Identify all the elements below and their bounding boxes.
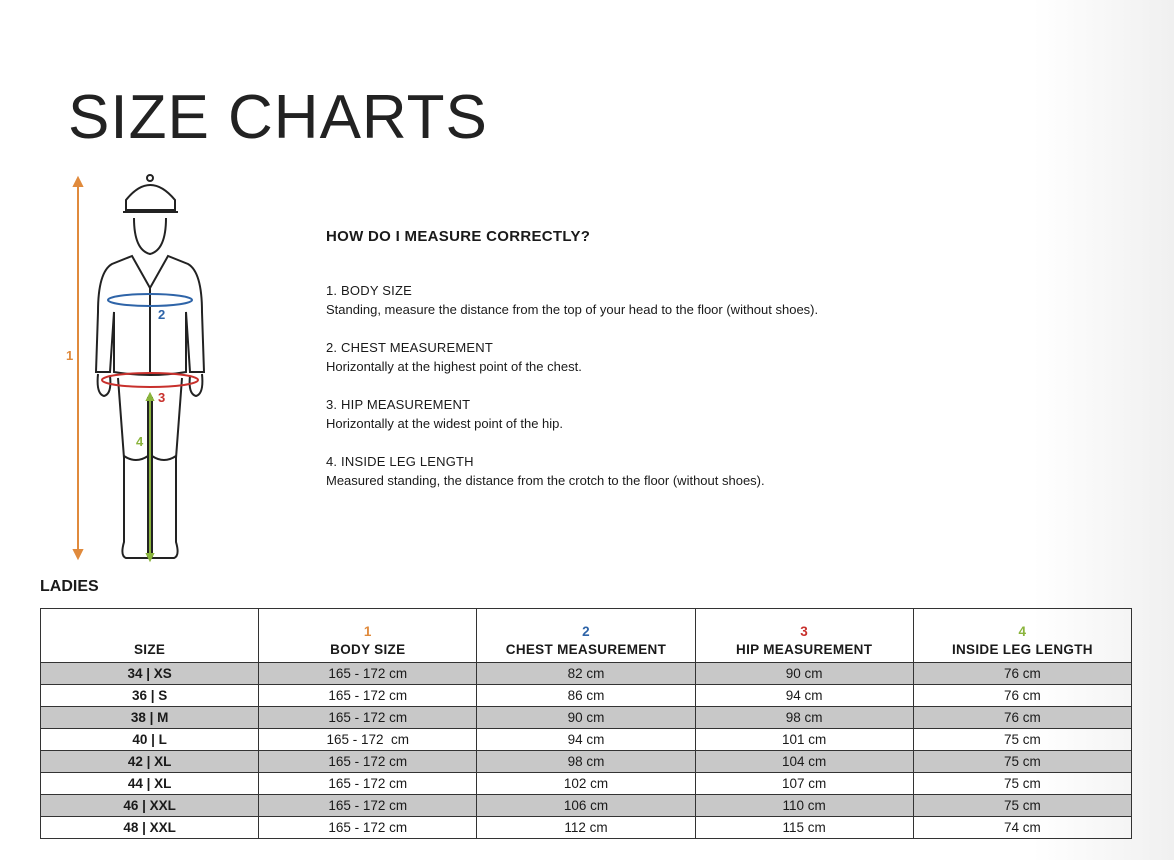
- label-1: 1: [66, 348, 73, 363]
- instructions-heading: HOW DO I MEASURE CORRECTLY?: [326, 228, 591, 245]
- table-cell: 165 - 172 cm: [258, 772, 478, 795]
- ladies-size-table: SIZE 1 BODY SIZE 2 CHEST MEASUREMENT 3 HIP MEA…: [39, 608, 1133, 839]
- table-cell: 75 cm: [912, 794, 1133, 817]
- table-row: 48 | XXL 165 - 172 cm 112 cm 115 cm 74 cm: [39, 816, 1133, 839]
- label-3: 3: [158, 390, 165, 405]
- step-body-size: 1. BODY SIZE Standing, measure the dista…: [326, 281, 1026, 319]
- table-cell: 165 - 172 cm: [258, 794, 478, 817]
- step-inside-leg: 4. INSIDE LEG LENGTH Measured standing, …: [326, 452, 1026, 490]
- column-header: 2 CHEST MEASUREMENT: [476, 608, 696, 663]
- step-title: 4. INSIDE LEG LENGTH: [326, 454, 474, 469]
- table-cell: 165 - 172 cm: [258, 662, 478, 685]
- step-text: Horizontally at the highest point of the…: [326, 359, 582, 374]
- table-cell: 165 - 172 cm: [258, 750, 478, 773]
- table-row: 36 | S 165 - 172 cm 86 cm 94 cm 76 cm: [39, 684, 1133, 707]
- table-cell: 75 cm: [912, 750, 1133, 773]
- step-text: Horizontally at the widest point of the …: [326, 416, 564, 431]
- body-size-arrow: [72, 175, 84, 561]
- label-2: 2: [158, 307, 165, 322]
- table-cell: 76 cm: [912, 662, 1133, 685]
- table-cell: 90 cm: [476, 706, 696, 729]
- column-header: SIZE: [39, 608, 260, 663]
- column-number: 1: [363, 624, 372, 639]
- column-label: SIZE: [133, 642, 166, 657]
- table-cell: 112 cm: [476, 816, 696, 839]
- table-row: 44 | XL 165 - 172 cm 102 cm 107 cm 75 cm: [39, 772, 1133, 795]
- section-title-ladies: LADIES: [40, 578, 99, 595]
- table-cell: 165 - 172 cm: [258, 816, 478, 839]
- step-text: Measured standing, the distance from the…: [326, 473, 765, 488]
- table-row: 46 | XXL 165 - 172 cm 106 cm 110 cm 75 cm: [39, 794, 1133, 817]
- table-cell: 165 - 172 cm: [258, 728, 478, 751]
- table-cell: 75 cm: [912, 772, 1133, 795]
- table-cell: 42 | XL: [39, 750, 260, 773]
- table-row: 38 | M 165 - 172 cm 90 cm 98 cm 76 cm: [39, 706, 1133, 729]
- table-cell: 98 cm: [476, 750, 696, 773]
- label-4: 4: [136, 434, 144, 449]
- table-cell: 46 | XXL: [39, 794, 260, 817]
- column-label: CHEST MEASUREMENT: [505, 642, 667, 657]
- step-chest: 2. CHEST MEASUREMENT Horizontally at the…: [326, 338, 1026, 376]
- column-label: INSIDE LEG LENGTH: [951, 642, 1093, 657]
- table-cell: 102 cm: [476, 772, 696, 795]
- column-label: BODY SIZE: [330, 642, 406, 657]
- column-header: 3 HIP MEASUREMENT: [694, 608, 914, 663]
- table-cell: 165 - 172 cm: [258, 684, 478, 707]
- hip-measure-icon: [101, 372, 199, 388]
- step-text: Standing, measure the distance from the …: [326, 302, 819, 317]
- table-cell: 44 | XL: [39, 772, 260, 795]
- table-cell: 76 cm: [912, 706, 1133, 729]
- chest-measure-icon: [107, 293, 193, 307]
- step-title: 1. BODY SIZE: [326, 283, 412, 298]
- step-title: 3. HIP MEASUREMENT: [326, 397, 471, 412]
- column-number: [41, 624, 258, 639]
- measuring-instructions: HOW DO I MEASURE CORRECTLY? 1. BODY SIZE…: [326, 228, 1026, 509]
- step-title: 2. CHEST MEASUREMENT: [326, 340, 494, 355]
- table-cell: 86 cm: [476, 684, 696, 707]
- table-cell: 82 cm: [476, 662, 696, 685]
- table-cell: 104 cm: [694, 750, 914, 773]
- table-cell: 75 cm: [912, 728, 1133, 751]
- table-cell: 34 | XS: [39, 662, 260, 685]
- table-cell: 106 cm: [476, 794, 696, 817]
- table-cell: 40 | L: [39, 728, 260, 751]
- table-cell: 48 | XXL: [39, 816, 260, 839]
- column-header: 1 BODY SIZE: [258, 608, 478, 663]
- body-measurement-figure: 1 2 3 4: [66, 174, 206, 563]
- table-row: 42 | XL 165 - 172 cm 98 cm 104 cm 75 cm: [39, 750, 1133, 773]
- table-cell: 101 cm: [694, 728, 914, 751]
- table-cell: 36 | S: [39, 684, 260, 707]
- table-cell: 76 cm: [912, 684, 1133, 707]
- table-cell: 94 cm: [476, 728, 696, 751]
- table-cell: 107 cm: [694, 772, 914, 795]
- inside-leg-arrow: [145, 391, 155, 563]
- column-number: 3: [800, 624, 809, 639]
- table-cell: 74 cm: [912, 816, 1133, 839]
- table-cell: 115 cm: [694, 816, 914, 839]
- column-header: 4 INSIDE LEG LENGTH: [912, 608, 1133, 663]
- column-label: HIP MEASUREMENT: [736, 642, 873, 657]
- column-number: 2: [582, 624, 590, 639]
- table-cell: 98 cm: [694, 706, 914, 729]
- table-cell: 165 - 172 cm: [258, 706, 478, 729]
- page-title: SIZE CHARTS: [68, 83, 488, 152]
- table-cell: 94 cm: [694, 684, 914, 707]
- table-cell: 38 | M: [39, 706, 260, 729]
- table-cell: 110 cm: [694, 794, 914, 817]
- table-row: 40 | L 165 - 172 cm 94 cm 101 cm 75 cm: [39, 728, 1133, 751]
- table-cell: 90 cm: [694, 662, 914, 685]
- column-number: 4: [1018, 624, 1027, 639]
- step-hip: 3. HIP MEASUREMENT Horizontally at the w…: [326, 395, 1026, 433]
- table-row: 34 | XS 165 - 172 cm 82 cm 90 cm 76 cm: [39, 662, 1133, 685]
